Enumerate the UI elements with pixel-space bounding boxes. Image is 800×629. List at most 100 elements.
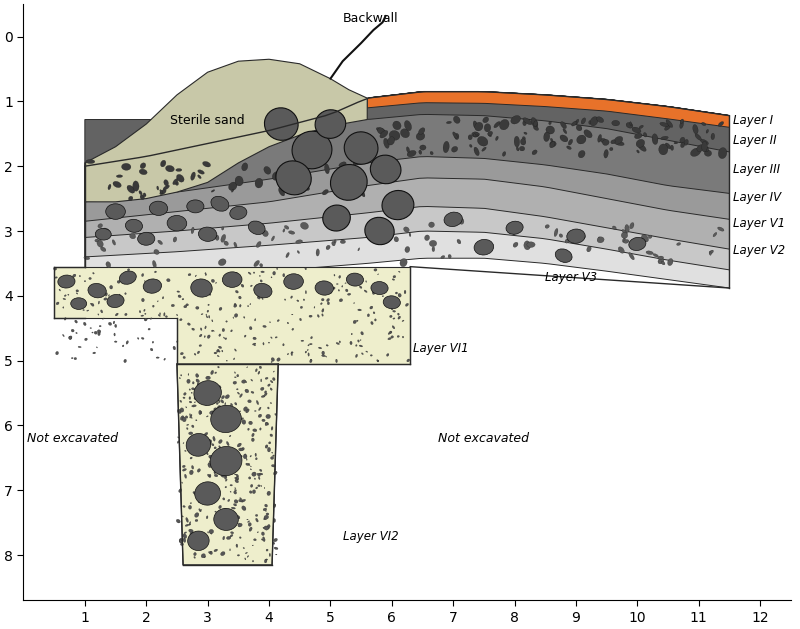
- Ellipse shape: [211, 330, 214, 331]
- Ellipse shape: [270, 381, 273, 383]
- Ellipse shape: [390, 315, 392, 318]
- Ellipse shape: [218, 406, 221, 409]
- Ellipse shape: [249, 527, 252, 532]
- Ellipse shape: [248, 463, 250, 465]
- Ellipse shape: [150, 318, 152, 320]
- Ellipse shape: [114, 333, 115, 336]
- Ellipse shape: [234, 403, 237, 405]
- Ellipse shape: [484, 124, 490, 132]
- Ellipse shape: [250, 455, 251, 457]
- Ellipse shape: [218, 446, 221, 448]
- Ellipse shape: [161, 160, 166, 167]
- Ellipse shape: [157, 186, 158, 190]
- Ellipse shape: [242, 447, 244, 450]
- Ellipse shape: [181, 374, 182, 376]
- Ellipse shape: [407, 359, 410, 362]
- Ellipse shape: [287, 176, 291, 179]
- Ellipse shape: [230, 484, 233, 486]
- Ellipse shape: [206, 316, 208, 318]
- Ellipse shape: [180, 408, 184, 412]
- Ellipse shape: [205, 274, 206, 276]
- Ellipse shape: [448, 255, 451, 259]
- Ellipse shape: [106, 292, 107, 296]
- Ellipse shape: [215, 282, 217, 284]
- Ellipse shape: [272, 452, 273, 454]
- Ellipse shape: [259, 366, 262, 369]
- Ellipse shape: [202, 386, 203, 387]
- Ellipse shape: [282, 343, 284, 346]
- Ellipse shape: [705, 147, 709, 152]
- Ellipse shape: [282, 274, 285, 277]
- Ellipse shape: [234, 303, 236, 307]
- Ellipse shape: [213, 330, 214, 331]
- Ellipse shape: [209, 401, 211, 404]
- Ellipse shape: [425, 235, 430, 240]
- Ellipse shape: [192, 405, 196, 407]
- Ellipse shape: [209, 530, 214, 533]
- Ellipse shape: [191, 227, 194, 233]
- Ellipse shape: [191, 392, 192, 393]
- Ellipse shape: [186, 416, 188, 418]
- Ellipse shape: [223, 337, 225, 338]
- Polygon shape: [85, 92, 730, 202]
- Ellipse shape: [190, 457, 192, 459]
- Ellipse shape: [574, 120, 578, 125]
- Ellipse shape: [142, 337, 144, 340]
- Ellipse shape: [198, 410, 202, 415]
- Ellipse shape: [204, 403, 207, 405]
- Ellipse shape: [211, 462, 214, 465]
- Ellipse shape: [297, 300, 299, 301]
- Ellipse shape: [238, 523, 242, 527]
- Ellipse shape: [277, 268, 278, 270]
- Ellipse shape: [473, 121, 478, 128]
- Ellipse shape: [711, 133, 714, 140]
- Ellipse shape: [191, 417, 192, 418]
- Ellipse shape: [531, 118, 538, 128]
- Ellipse shape: [179, 540, 183, 543]
- Ellipse shape: [273, 271, 275, 275]
- Ellipse shape: [251, 391, 254, 393]
- Ellipse shape: [238, 443, 242, 447]
- Ellipse shape: [357, 185, 360, 188]
- Ellipse shape: [453, 132, 458, 138]
- Ellipse shape: [127, 269, 130, 271]
- Ellipse shape: [577, 135, 586, 144]
- Ellipse shape: [54, 277, 58, 278]
- Ellipse shape: [64, 295, 66, 296]
- Ellipse shape: [244, 335, 246, 337]
- Ellipse shape: [568, 139, 573, 145]
- Ellipse shape: [101, 247, 106, 252]
- Ellipse shape: [350, 341, 352, 345]
- Ellipse shape: [263, 518, 266, 520]
- Ellipse shape: [68, 294, 69, 295]
- Ellipse shape: [208, 304, 210, 306]
- Ellipse shape: [255, 369, 258, 372]
- Ellipse shape: [695, 134, 702, 140]
- Ellipse shape: [76, 290, 78, 292]
- Ellipse shape: [499, 120, 509, 130]
- Ellipse shape: [281, 179, 286, 189]
- Ellipse shape: [234, 242, 237, 248]
- Ellipse shape: [247, 555, 249, 557]
- Ellipse shape: [451, 147, 458, 152]
- Ellipse shape: [102, 318, 104, 320]
- Ellipse shape: [268, 342, 270, 343]
- Ellipse shape: [158, 314, 161, 316]
- Ellipse shape: [153, 305, 154, 307]
- Ellipse shape: [322, 189, 328, 195]
- Ellipse shape: [231, 448, 234, 452]
- Ellipse shape: [213, 411, 216, 413]
- Ellipse shape: [125, 292, 126, 294]
- Ellipse shape: [238, 457, 240, 460]
- Ellipse shape: [234, 452, 238, 455]
- Ellipse shape: [218, 259, 226, 265]
- Ellipse shape: [205, 400, 206, 401]
- Ellipse shape: [250, 469, 251, 470]
- Ellipse shape: [188, 374, 189, 376]
- Ellipse shape: [345, 181, 348, 186]
- Ellipse shape: [234, 304, 237, 308]
- Ellipse shape: [472, 132, 479, 137]
- Ellipse shape: [236, 459, 240, 462]
- Ellipse shape: [218, 346, 222, 348]
- Ellipse shape: [79, 276, 81, 277]
